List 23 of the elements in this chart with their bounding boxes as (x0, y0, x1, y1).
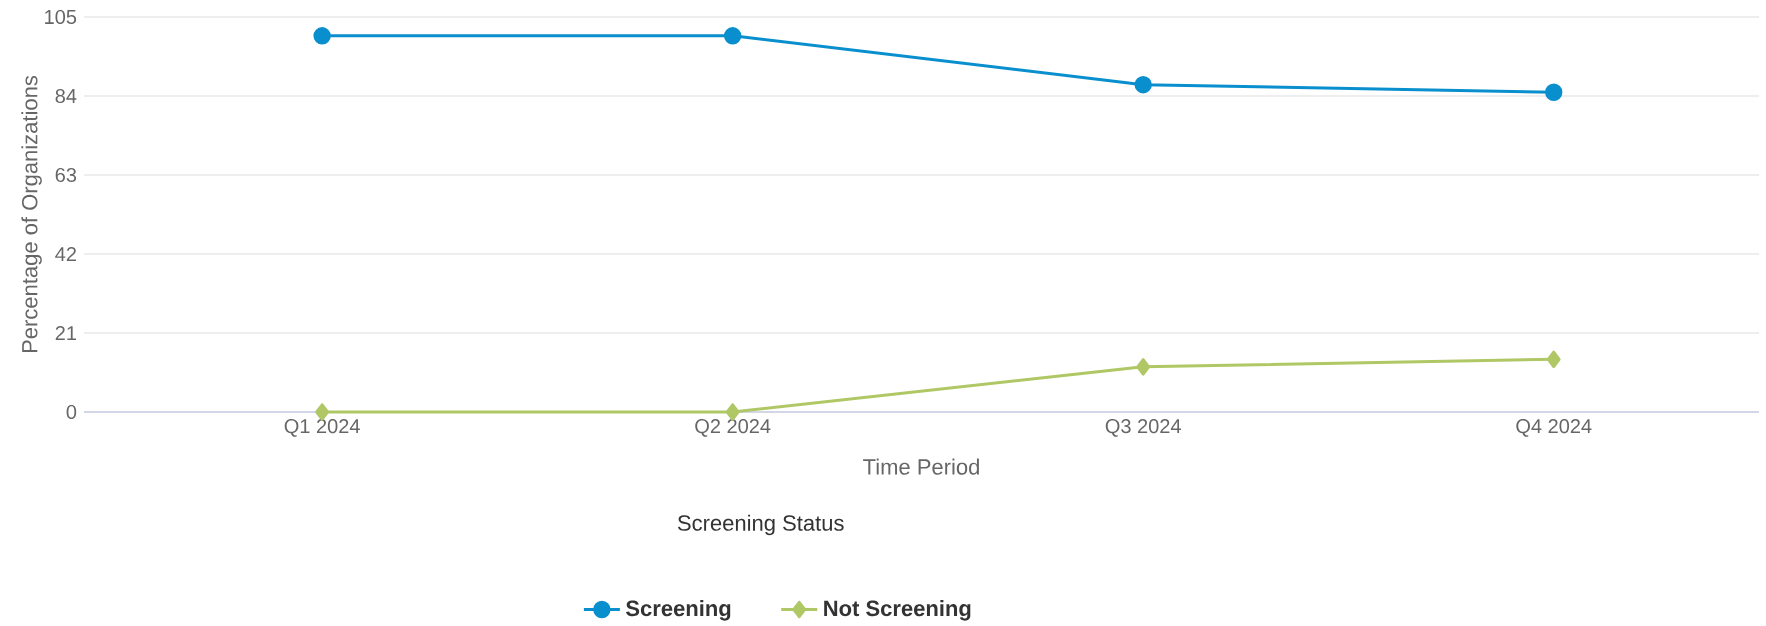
x-tick-label: Q3 2024 (1105, 419, 1181, 437)
point (1545, 83, 1563, 101)
y-tick-label: 21 (55, 326, 76, 340)
x-tick-label: Q2 2024 (695, 419, 771, 437)
point (1134, 76, 1152, 94)
legend-label: Screening (626, 600, 731, 621)
point (1546, 350, 1561, 369)
point (723, 27, 742, 45)
x-tick-label: Q1 2024 (284, 419, 360, 437)
point (725, 403, 740, 421)
y-tick-label: 42 (55, 247, 76, 261)
point (1136, 358, 1151, 376)
y-axis-title: Percentage of Organizations (21, 75, 42, 353)
y-tick-label: 105 (45, 9, 77, 25)
x-axis-title: Time Period (863, 458, 979, 475)
x-tick-label: Q4 2024 (1516, 419, 1592, 437)
legend-label: Not Screening (824, 600, 971, 621)
point (313, 27, 331, 45)
y-tick-label: 0 (66, 404, 77, 420)
y-tick-label: 84 (55, 88, 77, 104)
legend-title: Screening Status (677, 514, 844, 536)
y-tick-label: 63 (55, 167, 77, 183)
point (315, 403, 330, 421)
